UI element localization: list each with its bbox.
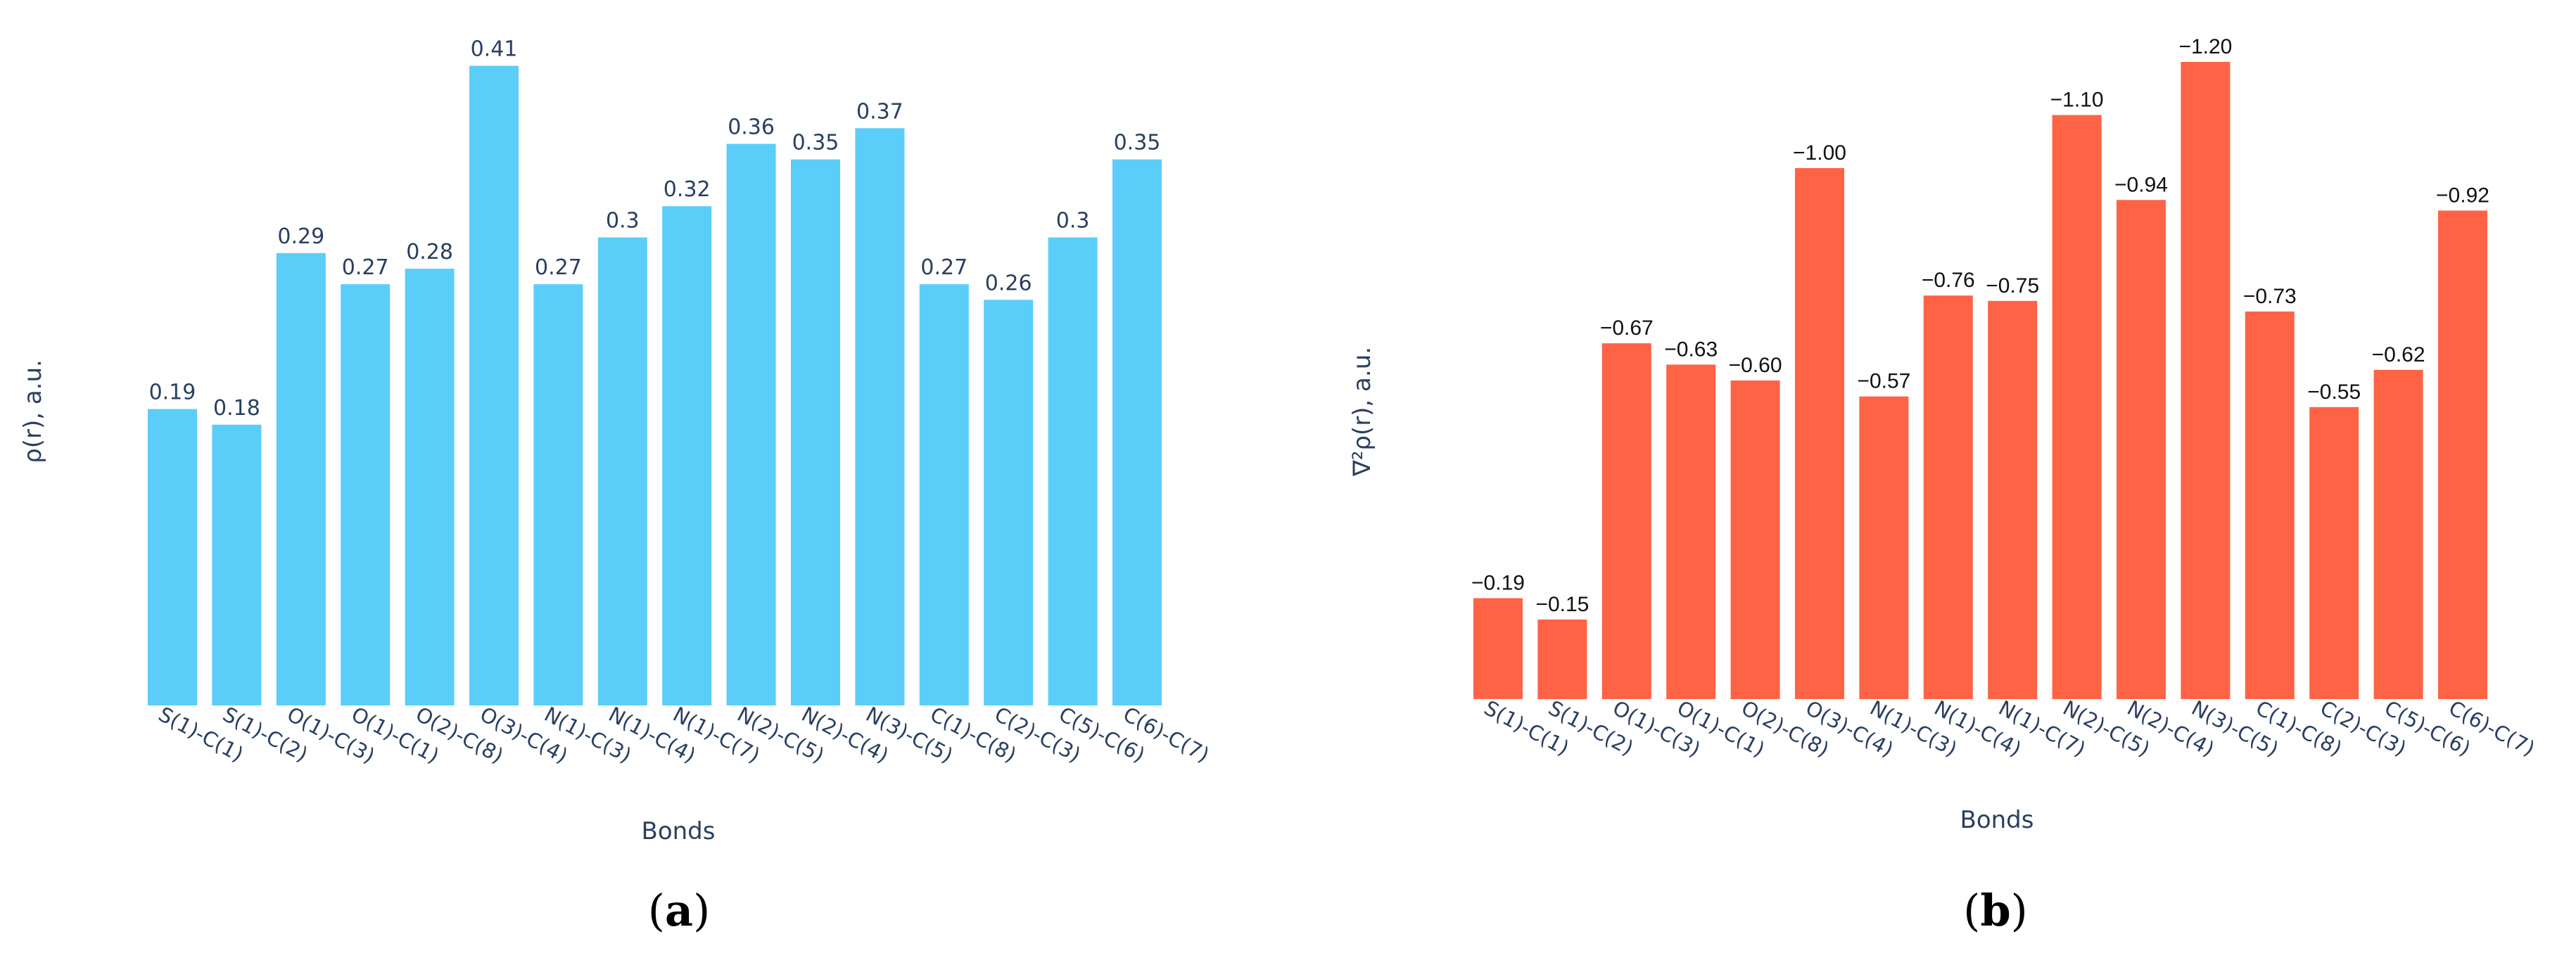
value-label-b-6: −0.57	[1857, 370, 1910, 393]
value-label-b-12: −0.73	[2243, 285, 2297, 308]
value-label-a-6: 0.27	[535, 255, 582, 280]
value-label-a-8: 0.32	[664, 177, 711, 202]
bar-b-4	[1730, 380, 1780, 699]
bars-b	[1473, 62, 2487, 700]
value-label-a-14: 0.3	[1056, 209, 1090, 234]
bar-a-11	[855, 128, 905, 706]
bar-a-3	[341, 284, 391, 706]
bar-b-8	[1988, 300, 2038, 700]
x-axis-label-b: Bonds	[1960, 806, 2034, 834]
bar-a-4	[405, 269, 455, 705]
value-label-b-7: −0.76	[1922, 269, 1975, 292]
value-label-b-11: −1.20	[2178, 35, 2232, 58]
value-label-b-2: −0.67	[1600, 316, 1654, 340]
bar-b-15	[2438, 210, 2487, 699]
bar-b-5	[1795, 168, 1844, 699]
x-axis-label-a: Bonds	[642, 817, 716, 845]
value-label-a-2: 0.29	[277, 224, 324, 249]
value-label-b-9: −1.10	[2050, 89, 2104, 112]
value-label-a-4: 0.28	[406, 240, 453, 264]
value-label-a-13: 0.26	[985, 271, 1032, 295]
value-label-b-0: −0.19	[1471, 572, 1525, 595]
bar-b-1	[1537, 619, 1587, 700]
panel-label-b: (b)	[1963, 885, 2028, 936]
value-label-b-1: −0.15	[1535, 593, 1589, 616]
value-label-a-3: 0.27	[342, 255, 389, 280]
bar-a-8	[662, 206, 712, 705]
bar-a-13	[984, 300, 1034, 705]
value-label-b-14: −0.62	[2372, 343, 2425, 366]
bar-b-9	[2052, 115, 2102, 699]
bar-a-0	[148, 409, 197, 705]
bar-b-11	[2181, 62, 2231, 699]
bar-a-14	[1048, 237, 1098, 706]
value-label-b-10: −0.94	[2114, 173, 2168, 196]
value-label-b-13: −0.55	[2307, 380, 2361, 404]
bar-b-10	[2117, 200, 2166, 699]
value-label-b-5: −1.00	[1793, 141, 1846, 165]
value-label-a-0: 0.19	[149, 380, 196, 405]
bar-a-5	[469, 65, 519, 706]
y-axis-label-a: ρ(r), a.u.	[19, 359, 47, 463]
bar-b-13	[2309, 407, 2359, 700]
value-label-b-8: −0.75	[1986, 274, 2039, 298]
panel-label-a: (a)	[648, 885, 711, 936]
value-labels-b: −0.19 −0.15 −0.67 −0.63 −0.60 −1.00 −0.57 −0.76…	[1471, 35, 2489, 616]
bar-b-2	[1601, 343, 1651, 699]
bar-a-6	[533, 284, 583, 706]
bar-a-15	[1112, 159, 1162, 705]
bar-b-14	[2373, 369, 2423, 699]
value-label-a-12: 0.27	[920, 255, 967, 280]
value-label-a-9: 0.36	[728, 115, 775, 140]
value-label-a-1: 0.18	[213, 396, 260, 421]
bar-a-1	[212, 424, 262, 705]
value-label-a-11: 0.37	[856, 99, 903, 124]
bar-a-12	[919, 284, 969, 706]
x-tick-labels-b: S(1)-C(1)S(1)-C(2)O(1)-C(3)O(1)-C(1)O(2)…	[1480, 696, 2539, 762]
chart-panel-a: ρ(r), a.u. 0.190.180.290.270.280.410.270…	[19, 37, 1213, 936]
chart-panel-b: ∇²ρ(r), a.u. −0.19 −0.15 −0.67 −0.63 −0.60 −1…	[1348, 35, 2539, 936]
bar-b-12	[2245, 311, 2295, 699]
y-axis-label-b: ∇²ρ(r), a.u.	[1348, 347, 1376, 477]
bar-a-10	[791, 159, 840, 705]
value-label-a-5: 0.41	[471, 37, 518, 62]
value-label-a-7: 0.3	[606, 209, 640, 234]
value-label-b-3: −0.63	[1664, 338, 1718, 361]
bar-b-0	[1473, 598, 1523, 699]
bar-b-3	[1666, 364, 1716, 699]
value-label-b-4: −0.60	[1729, 354, 1782, 377]
value-label-a-10: 0.35	[792, 131, 839, 155]
bars-a	[148, 65, 1162, 706]
x-tick-labels-a: S(1)-C(1)S(1)-C(2)O(1)-C(3)O(1)-C(1)O(2)…	[155, 702, 1214, 768]
bar-b-7	[1923, 295, 1973, 699]
value-labels-a: 0.19 0.18 0.29 0.27 0.28 0.41 0.27 0.3 0.32 0.36 0…	[149, 37, 1161, 421]
bar-a-7	[597, 237, 647, 706]
value-label-a-15: 0.35	[1114, 131, 1161, 155]
value-label-b-15: −0.92	[2436, 184, 2489, 207]
bar-a-2	[276, 252, 326, 705]
bar-b-6	[1859, 396, 1909, 699]
bar-a-9	[726, 143, 776, 705]
